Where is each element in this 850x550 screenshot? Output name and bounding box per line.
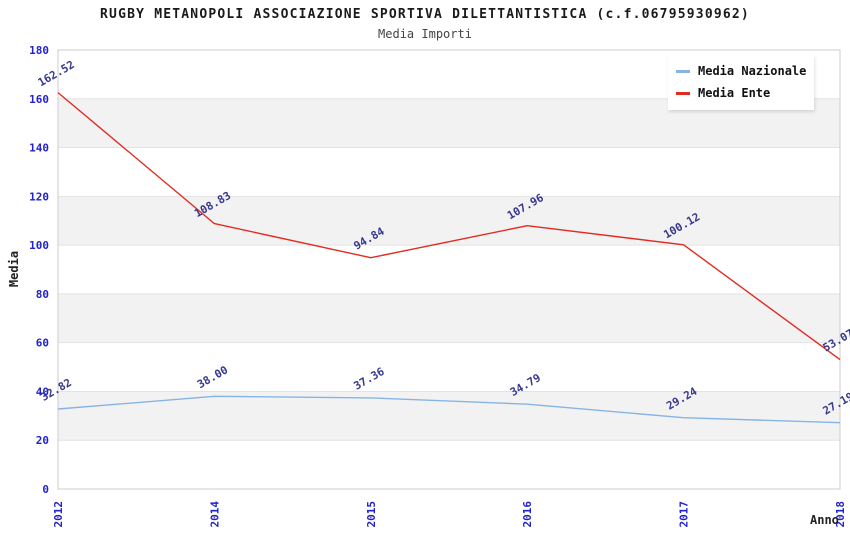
- legend-label: Media Nazionale: [698, 64, 807, 78]
- y-tick-label: 140: [29, 142, 49, 155]
- y-tick-label: 60: [36, 337, 49, 350]
- point-label: 37.36: [351, 365, 387, 393]
- legend-item-media-nazionale: Media Nazionale: [676, 60, 806, 82]
- y-tick-label: 120: [29, 190, 49, 203]
- x-tick-label: 2012: [52, 501, 65, 528]
- chart-subtitle: Media Importi: [378, 27, 472, 41]
- x-tick-label: 2016: [521, 501, 534, 528]
- y-tick-label: 80: [36, 288, 49, 301]
- legend-line-swatch-red: [676, 91, 690, 95]
- y-tick-label: 0: [42, 483, 49, 496]
- grid-band: [58, 196, 840, 246]
- y-tick-label: 180: [29, 44, 49, 57]
- series-line-media-nazionale: [57, 395, 841, 424]
- y-tick-label: 160: [29, 93, 49, 106]
- legend: Media Nazionale Media Ente: [668, 55, 814, 110]
- legend-item-media-ente: Media Ente: [676, 82, 806, 104]
- series-line-media-ente: [57, 92, 841, 361]
- legend-line-swatch-blue: [676, 69, 690, 73]
- plot-border: [57, 49, 841, 490]
- x-tick-label: 2015: [365, 501, 378, 528]
- y-tick-label: 40: [36, 385, 49, 398]
- grid-band: [58, 391, 840, 441]
- x-tick-label: 2018: [834, 501, 847, 528]
- point-label: 162.52: [36, 58, 77, 89]
- chart-title: RUGBY METANOPOLI ASSOCIAZIONE SPORTIVA D…: [100, 7, 750, 22]
- y-axis-title: Media: [7, 250, 21, 288]
- x-tick-label: 2014: [208, 501, 221, 528]
- y-tick-label: 100: [29, 239, 49, 252]
- legend-label: Media Ente: [698, 86, 771, 100]
- grid-band: [58, 293, 840, 343]
- y-tick-label: 20: [36, 434, 49, 447]
- x-axis-title: Anno: [810, 513, 839, 527]
- point-label: 38.00: [195, 363, 230, 391]
- x-tick-label: 2017: [678, 501, 691, 528]
